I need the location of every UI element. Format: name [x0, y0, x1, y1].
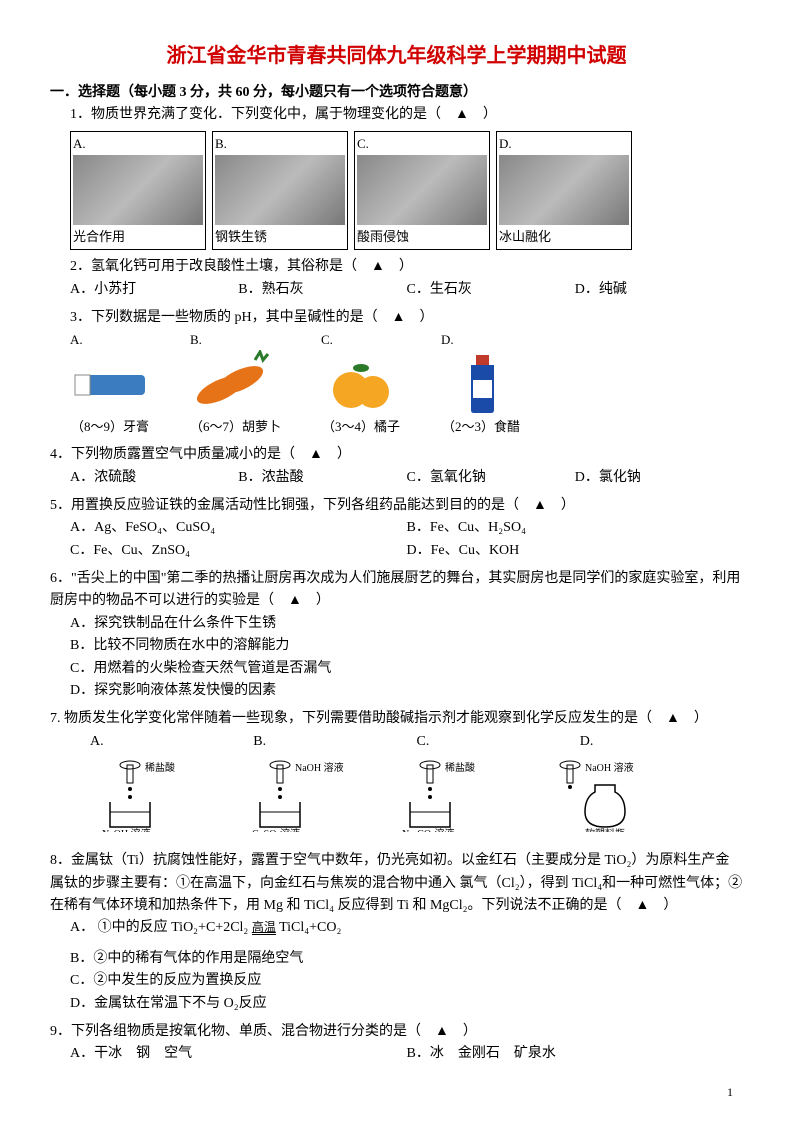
opt-label: A.: [70, 330, 150, 351]
q1-opt-c: C. 酸雨侵蚀: [354, 131, 490, 251]
q1-opt-d: D. 冰山融化: [496, 131, 632, 251]
q8-text: 8．金属钛（Ti）抗腐蚀性能好，露置于空气中数年，仍光亮如初。以金红石（主要成分…: [50, 850, 743, 917]
q6-opt-d: D．探究影响液体蒸发快慢的因素: [70, 680, 743, 702]
opt-caption: （8～9）牙膏: [70, 417, 150, 438]
q7-opt-c-label: C.: [417, 731, 580, 753]
q7-text: 7. 物质发生化学变化常伴随着一些现象，下列需要借助酸碱指示剂才能观察到化学反应…: [50, 708, 743, 730]
opt-label: D.: [441, 330, 521, 351]
carrot-icon: [190, 350, 270, 415]
q8-opt-b: B．②中的稀有气体的作用是隔绝空气: [70, 948, 743, 970]
opt-label: D.: [499, 136, 512, 151]
q3-opt-a: A. （8～9）牙膏: [70, 330, 150, 439]
question-2: 2．氢氧化钙可用于改良酸性土壤，其俗称是（ ▲ ） A．小苏打 B．熟石灰 C．…: [50, 256, 743, 301]
q8-opt-c: C．②中发生的反应为置换反应: [70, 970, 743, 992]
q4-opt-d: D．氯化钠: [575, 467, 743, 489]
condition-text: 高温: [252, 921, 276, 933]
beaker-diagram-c: 稀盐酸 Na₂CO₃溶液: [390, 757, 520, 832]
q4-opt-b: B．浓盐酸: [238, 467, 406, 489]
toothpaste-icon: [70, 350, 150, 415]
q3-opt-c: C. （3～4）橘子: [321, 330, 401, 439]
question-4: 4．下列物质露置空气中质量减小的是（ ▲ ） A．浓硫酸 B．浓盐酸 C．氢氧化…: [50, 444, 743, 489]
plant-image: [73, 155, 203, 225]
beaker-diagram-b: NaOH 溶液 CuSO₄溶液: [240, 757, 370, 832]
q9-opt-a: A．干冰 钢 空气: [70, 1043, 407, 1065]
opt-caption: （2～3）食醋: [441, 417, 521, 438]
section-header: 一．选择题（每小题 3 分，共 60 分，每小题只有一个选项符合题意）: [50, 82, 743, 104]
question-6: 6．"舌尖上的中国"第二季的热播让厨房再次成为人们施展厨艺的舞台，其实厨房也是同…: [50, 568, 743, 702]
opt-caption: 钢铁生锈: [215, 229, 267, 244]
q6-text: 6．"舌尖上的中国"第二季的热播让厨房再次成为人们施展厨艺的舞台，其实厨房也是同…: [50, 568, 743, 613]
q3-opt-b: B. （6～7）胡萝卜: [190, 330, 281, 439]
question-5: 5．用置换反应验证铁的金属活动性比铜强，下列各组药品能达到目的的是（ ▲ ） A…: [50, 495, 743, 562]
question-7: 7. 物质发生化学变化常伴随着一些现象，下列需要借助酸碱指示剂才能观察到化学反应…: [50, 708, 743, 832]
q2-text: 2．氢氧化钙可用于改良酸性土壤，其俗称是（ ▲ ）: [70, 256, 743, 278]
q9-opt-b: B．冰 金刚石 矿泉水: [407, 1043, 744, 1065]
q7-opt-b-label: B.: [253, 731, 416, 753]
q3-text: 3．下列数据是一些物质的 pH，其中呈碱性的是（ ▲ ）: [70, 307, 743, 329]
page-title: 浙江省金华市青春共同体九年级科学上学期期中试题: [50, 40, 743, 72]
q2-opt-a: A．小苏打: [70, 279, 238, 301]
q5-opt-a: A．Ag、FeSO₄、CuSO₄: [70, 517, 407, 539]
opt-caption: 冰山融化: [499, 229, 551, 244]
vinegar-icon: [441, 350, 521, 415]
reaction-condition: 高温: [252, 921, 276, 936]
q6-opt-b: B．比较不同物质在水中的溶解能力: [70, 635, 743, 657]
opt-caption: 酸雨侵蚀: [357, 229, 409, 244]
question-3: 3．下列数据是一些物质的 pH，其中呈碱性的是（ ▲ ） A. （8～9）牙膏 …: [50, 307, 743, 438]
svg-text:NaOH 溶液: NaOH 溶液: [295, 761, 344, 774]
q7-opt-d-label: D.: [580, 731, 743, 753]
svg-text:稀盐酸: 稀盐酸: [445, 761, 475, 774]
opt-label: A.: [73, 136, 86, 151]
acid-rain-image: [357, 155, 487, 225]
q1-opt-b: B. 钢铁生锈: [212, 131, 348, 251]
q2-opt-d: D．纯碱: [575, 279, 743, 301]
q8-opt-d: D．金属钛在常温下不与 O₂反应: [70, 993, 743, 1015]
q5-text: 5．用置换反应验证铁的金属活动性比铜强，下列各组药品能达到目的的是（ ▲ ）: [50, 495, 743, 517]
q9-text: 9．下列各组物质是按氧化物、单质、混合物进行分类的是（ ▲ ）: [50, 1021, 743, 1043]
q6-opt-a: A．探究铁制品在什么条件下生锈: [70, 613, 743, 635]
eq-right: TiCl₄+CO₂: [279, 920, 341, 935]
rust-image: [215, 155, 345, 225]
opt-caption: （6～7）胡萝卜: [190, 417, 281, 438]
eq-line: [252, 934, 276, 936]
svg-text:稀盐酸: 稀盐酸: [145, 761, 175, 774]
q5-opt-d: D．Fe、Cu、KOH: [407, 540, 744, 562]
q2-opt-b: B．熟石灰: [238, 279, 406, 301]
page-number: 1: [727, 1083, 733, 1102]
beaker-diagram-a: 稀盐酸 NaOH 溶液: [90, 757, 220, 832]
opt-label: C.: [357, 136, 369, 151]
q8-opt-a: A． ①中的反应 TiO₂+C+2Cl₂ 高温 TiCl₄+CO₂: [70, 917, 743, 939]
eq-left: ①中的反应 TiO₂+C+2Cl₂: [98, 920, 249, 935]
q4-opt-a: A．浓硫酸: [70, 467, 238, 489]
svg-text:NaOH 溶液: NaOH 溶液: [585, 761, 634, 774]
opt-label: C.: [321, 330, 401, 351]
q3-opt-d: D. （2～3）食醋: [441, 330, 521, 439]
question-1: 1．物质世界充满了变化．下列变化中，属于物理变化的是（ ▲ ） A. 光合作用 …: [50, 104, 743, 250]
iceberg-image: [499, 155, 629, 225]
q1-text: 1．物质世界充满了变化．下列变化中，属于物理变化的是（ ▲ ）: [70, 104, 743, 126]
opt-prefix: A．: [70, 920, 94, 935]
q7-opt-a-label: A.: [90, 731, 253, 753]
opt-label: B.: [190, 330, 281, 351]
q5-opt-b: B．Fe、Cu、H₂SO₄: [407, 517, 744, 539]
opt-caption: （3～4）橘子: [321, 417, 401, 438]
q4-text: 4．下列物质露置空气中质量减小的是（ ▲ ）: [50, 444, 743, 466]
q2-opt-c: C．生石灰: [407, 279, 575, 301]
q4-opt-c: C．氢氧化钠: [407, 467, 575, 489]
q5-opt-c: C．Fe、Cu、ZnSO₄: [70, 540, 407, 562]
bottle-diagram-d: NaOH 溶液 软塑料瓶: [540, 757, 670, 832]
q1-opt-a: A. 光合作用: [70, 131, 206, 251]
q6-opt-c: C．用燃着的火柴检查天然气管道是否漏气: [70, 658, 743, 680]
question-9: 9．下列各组物质是按氧化物、单质、混合物进行分类的是（ ▲ ） A．干冰 钢 空…: [50, 1021, 743, 1066]
opt-label: B.: [215, 136, 227, 151]
question-8: 8．金属钛（Ti）抗腐蚀性能好，露置于空气中数年，仍光亮如初。以金红石（主要成分…: [50, 850, 743, 1015]
opt-caption: 光合作用: [73, 229, 125, 244]
orange-icon: [321, 350, 401, 415]
